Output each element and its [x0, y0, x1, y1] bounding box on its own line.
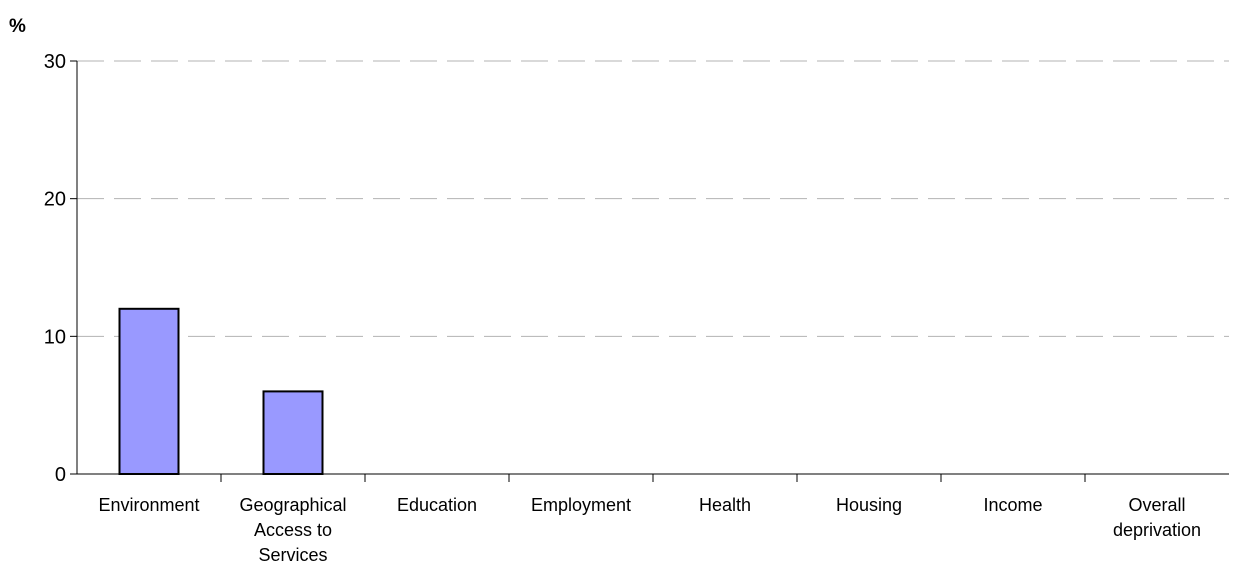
bar-environment: [118, 307, 180, 475]
y-axis-ticks: 0 10 20 30: [44, 51, 77, 486]
gridlines: [77, 60, 1229, 337]
x-tick-label-line: Services: [258, 545, 327, 565]
x-tick-label: Employment: [531, 495, 631, 515]
x-axis-ticks: Environment Geographical Access to Services…: [98, 474, 1201, 565]
bars: [118, 307, 324, 475]
x-tick-label-line: Overall: [1128, 495, 1185, 515]
x-tick-label-line: Geographical: [239, 495, 346, 515]
x-tick-label-line: Income: [983, 495, 1042, 515]
x-tick-label: Health: [699, 495, 751, 515]
x-tick-label: Housing: [836, 495, 902, 515]
y-tick-label: 10: [44, 326, 66, 348]
bar-geographical-access-to-services: [262, 390, 324, 475]
axes: [76, 61, 1229, 475]
x-tick-label: Environment: [98, 495, 199, 515]
x-tick-label-line: Access to: [254, 520, 332, 540]
y-tick-label: 30: [44, 51, 66, 73]
x-tick-label-line: deprivation: [1113, 520, 1201, 540]
y-tick-label: 0: [55, 464, 66, 486]
x-tick-label-line: Health: [699, 495, 751, 515]
y-tick-label: 20: [44, 189, 66, 211]
x-tick-label: Income: [983, 495, 1042, 515]
y-axis-unit-label: %: [9, 16, 26, 37]
x-tick-label-line: Employment: [531, 495, 631, 515]
x-tick-label: Education: [397, 495, 477, 515]
x-tick-label-line: Environment: [98, 495, 199, 515]
x-tick-label: Geographical Access to Services: [239, 495, 346, 565]
x-tick-label-line: Education: [397, 495, 477, 515]
x-tick-label-line: Housing: [836, 495, 902, 515]
x-tick-label: Overall deprivation: [1113, 495, 1201, 540]
